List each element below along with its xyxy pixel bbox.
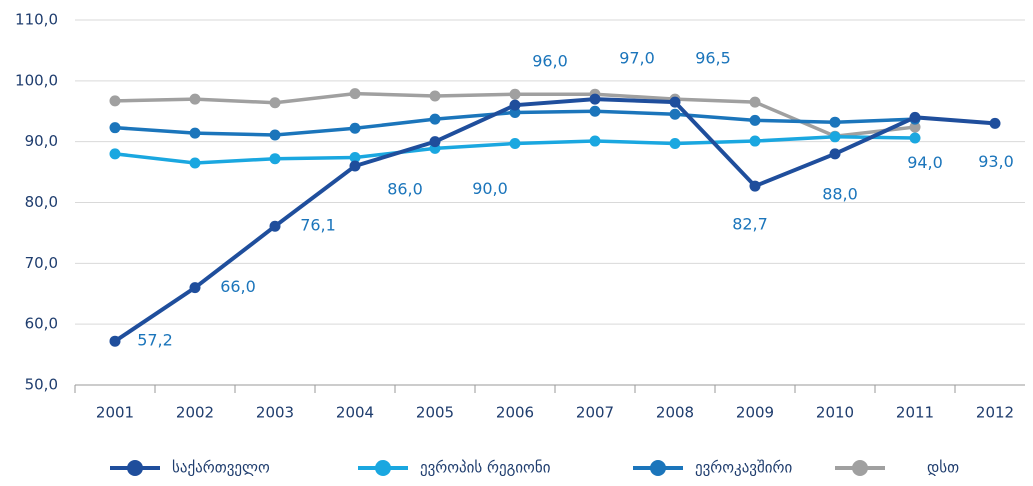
- data-label: 86,0: [387, 180, 423, 199]
- data-label: 76,1: [300, 216, 336, 235]
- x-tick-label: 2003: [256, 404, 294, 422]
- legend-label: ევროპის რეგიონი: [420, 459, 551, 477]
- data-label: 66,0: [220, 277, 256, 296]
- point: [749, 135, 761, 147]
- point: [269, 153, 281, 165]
- point: [109, 148, 121, 160]
- data-label: 96,5: [695, 49, 731, 68]
- legend-label: ევროკავშირი: [695, 459, 792, 477]
- point: [189, 127, 201, 139]
- x-tick-label: 2010: [816, 404, 854, 422]
- point: [829, 131, 841, 143]
- point: [669, 137, 681, 149]
- point: [589, 93, 601, 105]
- point: [909, 121, 921, 133]
- point: [829, 148, 841, 160]
- point: [749, 180, 761, 192]
- point: [429, 136, 441, 148]
- point: [509, 99, 521, 111]
- y-tick-label: 110,0: [15, 11, 58, 29]
- point: [669, 96, 681, 108]
- point: [269, 220, 281, 232]
- legend-swatch: [127, 460, 143, 476]
- point: [909, 132, 921, 144]
- point: [429, 90, 441, 102]
- point: [429, 113, 441, 125]
- point: [349, 122, 361, 134]
- x-tick-label: 2009: [736, 404, 774, 422]
- point: [669, 108, 681, 120]
- y-tick-label: 60,0: [25, 315, 58, 333]
- data-label: 90,0: [472, 179, 508, 198]
- point: [989, 117, 1001, 129]
- y-tick-label: 100,0: [15, 71, 58, 89]
- point: [349, 88, 361, 100]
- point: [189, 93, 201, 105]
- point: [509, 88, 521, 100]
- point: [589, 105, 601, 117]
- x-tick-label: 2002: [176, 404, 214, 422]
- legend-label: დსთ: [927, 459, 959, 477]
- y-tick-label: 90,0: [25, 132, 58, 150]
- x-tick-label: 2004: [336, 404, 374, 422]
- x-tick-label: 2007: [576, 404, 614, 422]
- point: [189, 282, 201, 294]
- data-label: 57,2: [137, 331, 173, 350]
- data-label: 82,7: [732, 215, 768, 234]
- legend-swatch: [852, 460, 868, 476]
- x-tick-label: 2012: [976, 404, 1014, 422]
- legend-swatch: [650, 460, 666, 476]
- point: [829, 116, 841, 128]
- data-label: 97,0: [619, 49, 655, 68]
- y-tick-label: 70,0: [25, 254, 58, 272]
- y-tick-label: 50,0: [25, 376, 58, 394]
- point: [109, 335, 121, 347]
- point: [269, 129, 281, 141]
- point: [749, 114, 761, 126]
- x-tick-label: 2005: [416, 404, 454, 422]
- point: [909, 111, 921, 123]
- point: [349, 151, 361, 163]
- series-line: [113, 97, 996, 343]
- point: [189, 157, 201, 169]
- point: [349, 160, 361, 172]
- data-label: 94,0: [907, 153, 943, 172]
- data-label: 88,0: [822, 184, 858, 203]
- x-tick-label: 2001: [96, 404, 134, 422]
- point: [509, 137, 521, 149]
- point: [109, 122, 121, 134]
- point: [109, 95, 121, 107]
- point: [269, 97, 281, 109]
- legend-swatch: [375, 460, 391, 476]
- y-tick-label: 80,0: [25, 193, 58, 211]
- data-label: 96,0: [532, 52, 568, 71]
- data-label: 93,0: [978, 152, 1014, 171]
- x-tick-label: 2011: [896, 404, 934, 422]
- x-tick-label: 2008: [656, 404, 694, 422]
- point: [589, 135, 601, 147]
- x-tick-label: 2006: [496, 404, 534, 422]
- legend-label: საქართველო: [172, 459, 270, 477]
- point: [749, 96, 761, 108]
